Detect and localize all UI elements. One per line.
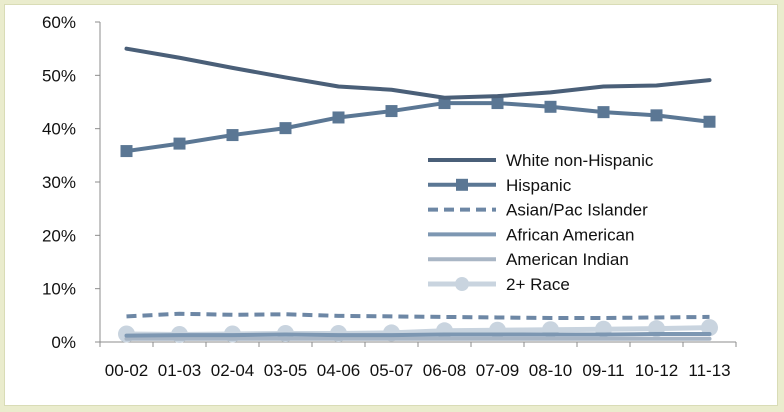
- series-line: [124, 101, 712, 154]
- data-point: [120, 145, 133, 158]
- x-tick-label: 09-11: [582, 361, 624, 380]
- data-point: [226, 129, 239, 142]
- legend-item: African American: [428, 225, 635, 244]
- data-point: [438, 97, 451, 110]
- legend-label: 2+ Race: [506, 275, 570, 294]
- x-tick-label: 05-07: [370, 361, 413, 380]
- legend-item: Hispanic: [428, 176, 572, 195]
- x-tick-label: 04-06: [317, 361, 360, 380]
- x-tick-label: 11-13: [688, 361, 730, 380]
- data-point: [597, 106, 610, 119]
- series-3: [124, 332, 712, 338]
- x-tick-label: 00-02: [105, 361, 148, 380]
- series-line: [124, 332, 712, 338]
- legend-label: African American: [506, 225, 635, 244]
- y-tick-label: 50%: [42, 66, 76, 85]
- legend-item: Asian/Pac Islander: [428, 201, 648, 220]
- series-line: [124, 46, 712, 100]
- data-point: [701, 319, 718, 337]
- y-tick-label: 60%: [42, 13, 76, 32]
- y-tick-label: 20%: [42, 226, 76, 245]
- data-point: [332, 111, 345, 124]
- legend-label: American Indian: [506, 250, 629, 269]
- y-tick-label: 40%: [42, 120, 76, 139]
- data-point: [544, 100, 557, 113]
- x-tick-label: 02-04: [211, 361, 254, 380]
- x-tick-label: 01-03: [158, 361, 201, 380]
- legend-label: White non-Hispanic: [506, 151, 654, 170]
- data-point: [491, 97, 504, 110]
- data-point: [703, 115, 716, 128]
- series-line: [126, 311, 710, 320]
- data-point: [279, 122, 292, 135]
- series-1: [120, 97, 716, 158]
- data-point: [436, 322, 453, 340]
- x-tick-label: 10-12: [635, 361, 678, 380]
- y-tick-label: 0%: [51, 333, 76, 352]
- legend-item: American Indian: [428, 250, 629, 269]
- legend-label: Hispanic: [506, 176, 572, 195]
- legend-marker: [455, 277, 469, 291]
- legend-item: 2+ Race: [428, 275, 570, 294]
- y-tick-label: 30%: [42, 173, 76, 192]
- series-0: [124, 46, 712, 100]
- legend-item: White non-Hispanic: [428, 151, 654, 170]
- x-tick-label: 03-05: [264, 361, 307, 380]
- series-2: [126, 311, 710, 320]
- x-tick-label: 07-09: [476, 361, 519, 380]
- data-point: [385, 105, 398, 118]
- x-tick-label: 06-08: [423, 361, 466, 380]
- y-tick-label: 10%: [42, 280, 76, 299]
- legend-marker: [456, 178, 468, 191]
- legend-label: Asian/Pac Islander: [506, 201, 648, 220]
- x-tick-label: 08-10: [529, 361, 572, 380]
- data-point: [173, 137, 186, 150]
- data-point: [650, 109, 663, 122]
